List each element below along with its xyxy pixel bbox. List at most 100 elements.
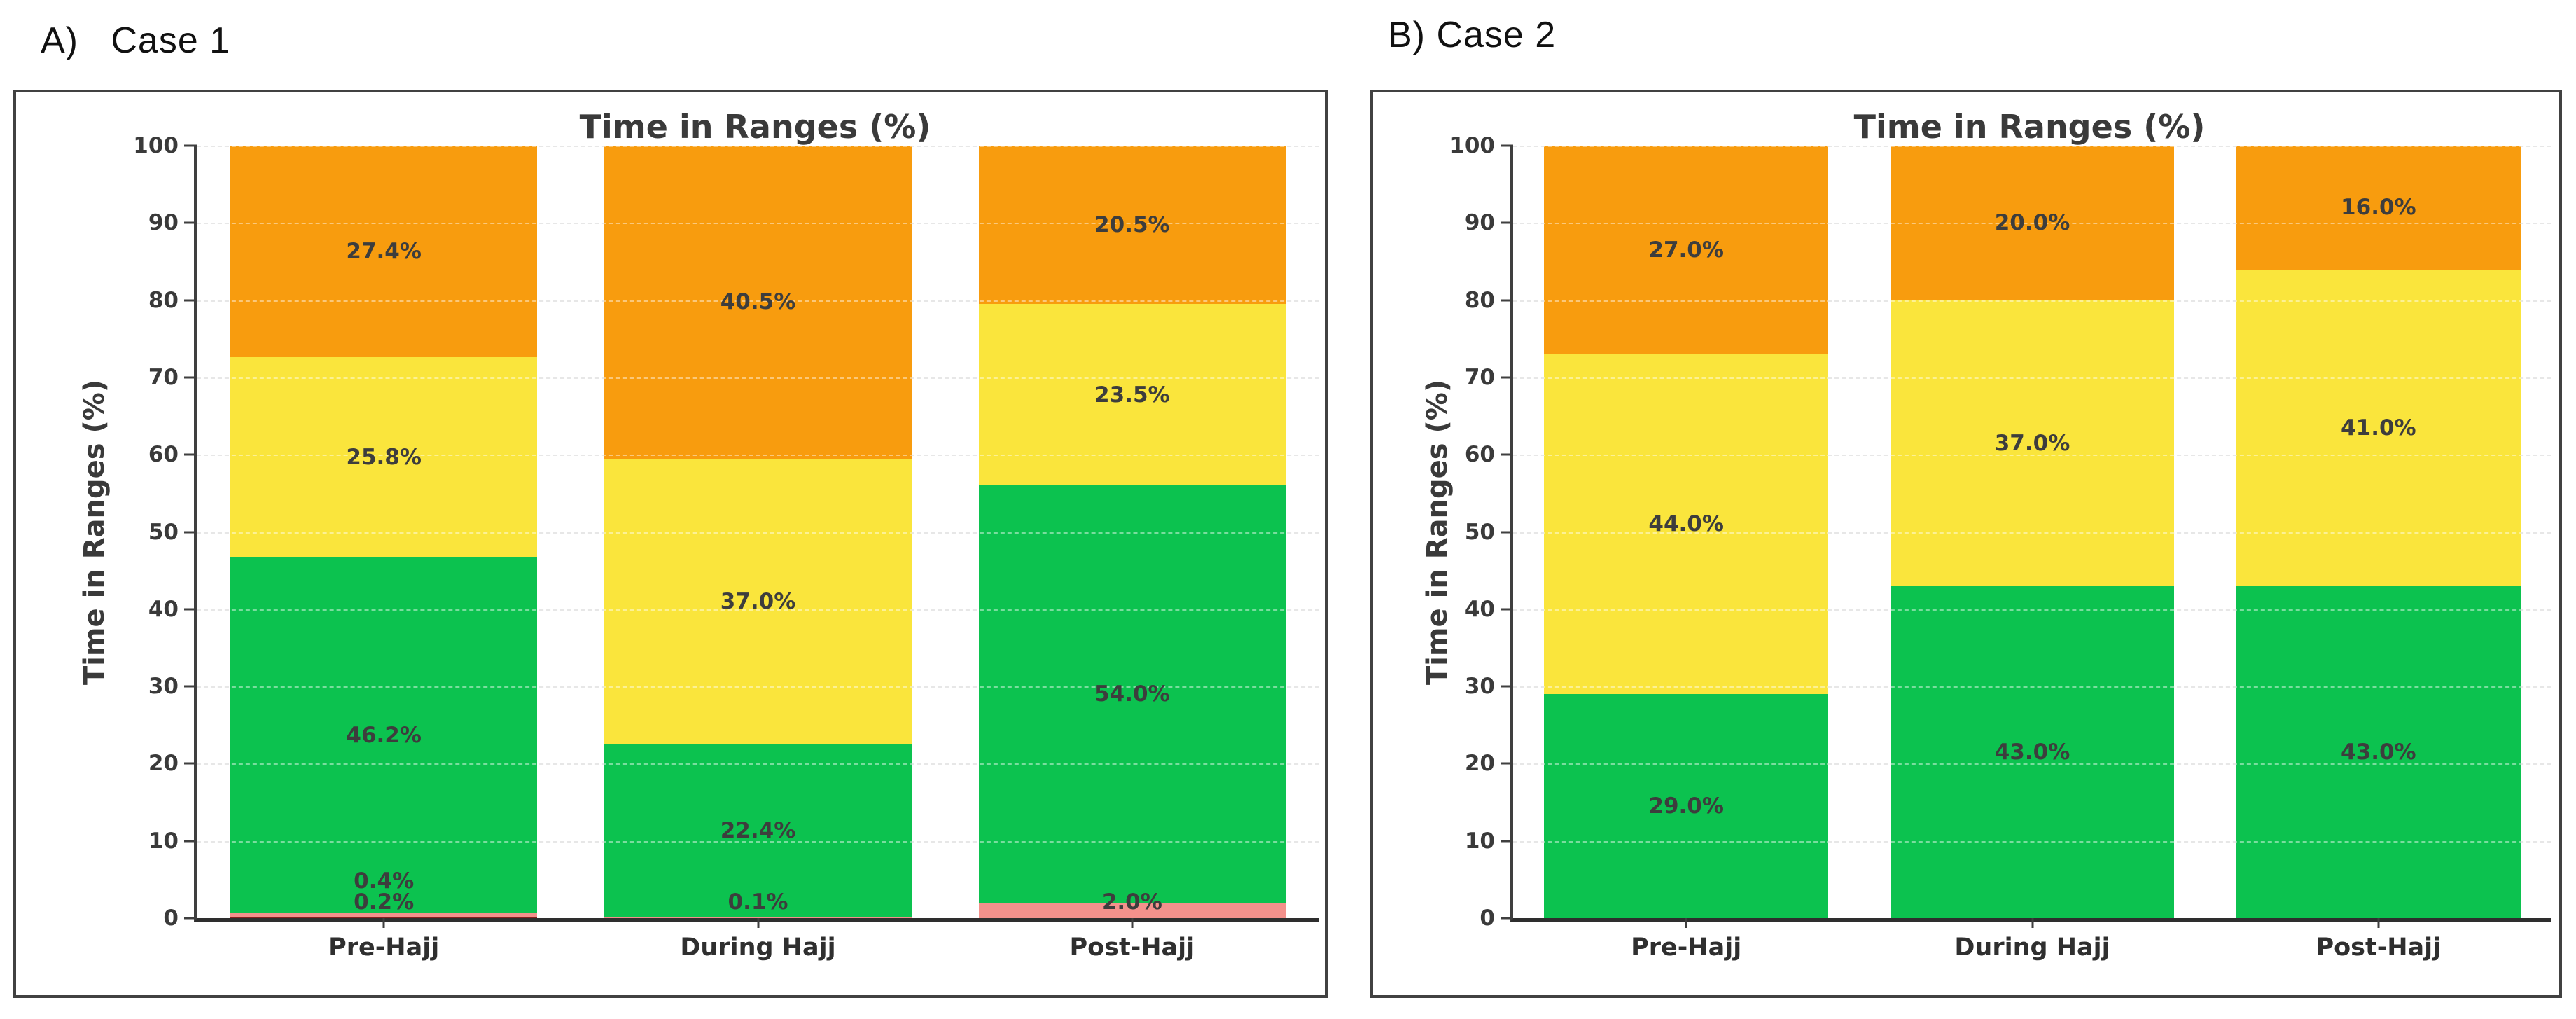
x-tick-label: During Hajj — [1954, 934, 2110, 962]
bar-value-label: 23.5% — [1094, 382, 1170, 408]
bar-value-label: 27.0% — [1648, 237, 1724, 263]
x-tick-label: Post-Hajj — [1069, 934, 1195, 962]
chart-title: Time in Ranges (%) — [579, 108, 931, 146]
bar-value-label: 25.8% — [346, 444, 422, 470]
bar-segment-salmon — [604, 917, 912, 918]
x-tick-mark — [2031, 918, 2033, 928]
y-tick-mark — [1501, 453, 1513, 456]
stacked-bar — [1890, 146, 2175, 918]
bar-value-label: 0.4% — [354, 868, 415, 894]
bar-segment-green — [1544, 694, 1828, 918]
gridline-overlay — [197, 609, 1319, 611]
bar-segment-orange — [230, 146, 538, 358]
bar-segment-orange — [1890, 146, 2175, 300]
y-tick-mark — [1501, 762, 1513, 765]
y-tick-mark — [184, 685, 197, 688]
y-tick-label: 0 — [1480, 906, 1495, 931]
y-tick-label: 0 — [163, 906, 179, 931]
y-tick-label: 100 — [133, 133, 179, 158]
y-tick-mark — [1501, 531, 1513, 533]
bar-value-label: 41.0% — [2341, 415, 2416, 441]
y-tick-label: 100 — [1449, 133, 1495, 158]
bar-value-label: 29.0% — [1648, 793, 1724, 819]
gridline-overlay — [1513, 763, 2551, 765]
y-tick-label: 20 — [148, 751, 179, 777]
gridline-overlay — [1513, 377, 2551, 379]
bar-value-label: 46.2% — [346, 722, 422, 748]
y-tick-label: 30 — [148, 674, 179, 700]
y-tick-mark — [184, 453, 197, 456]
gridline-overlay — [197, 686, 1319, 688]
bar-value-label: 22.4% — [720, 818, 796, 844]
gridline-overlay — [1513, 532, 2551, 534]
x-tick-label: Pre-Hajj — [1631, 934, 1742, 962]
y-tick-mark — [184, 917, 197, 920]
gridline-overlay — [197, 300, 1319, 302]
bar-value-label: 44.0% — [1648, 511, 1724, 537]
stacked-bar — [2236, 146, 2521, 918]
y-tick-label: 20 — [1464, 751, 1495, 777]
y-tick-label: 40 — [1464, 596, 1495, 622]
bar-segment-yellow — [1890, 300, 2175, 586]
bar-segment-orange — [978, 146, 1286, 305]
bar-segment-salmon — [978, 902, 1286, 918]
plot-area-case-2: 0 10 20 30 40 50 60 70 80 90 100 29.0% 44.0% 27.0% Pre… — [1449, 133, 2551, 962]
gridline-overlay — [197, 455, 1319, 457]
y-tick-label: 90 — [148, 210, 179, 236]
gridline-overlay — [197, 377, 1319, 379]
x-tick-label: Pre-Hajj — [328, 934, 440, 962]
stacked-bar — [604, 146, 912, 918]
y-tick-mark — [1501, 144, 1513, 147]
plot-area-case-1: 0 10 20 30 40 50 60 70 80 90 100 0.2% 0.4% 46.2% 25.8%… — [133, 133, 1319, 962]
y-tick-mark — [184, 840, 197, 843]
y-tick-label: 70 — [1464, 364, 1495, 390]
bar-segment-orange — [2236, 146, 2521, 270]
stacked-bar — [1544, 146, 1828, 918]
bar-value-label: 20.0% — [1994, 210, 2070, 236]
gridline-overlay — [197, 840, 1319, 843]
bar-value-label: 20.5% — [1094, 212, 1170, 238]
bar-segment-orange — [604, 146, 912, 459]
y-tick-mark — [1501, 299, 1513, 302]
y-tick-label: 10 — [148, 828, 179, 854]
bar-segment-dark-red — [230, 916, 538, 918]
y-tick-label: 80 — [148, 287, 179, 313]
bar-segment-orange — [1544, 146, 1828, 354]
bar-value-label: 54.0% — [1094, 681, 1170, 707]
bar-value-label: 0.2% — [354, 889, 415, 915]
stacked-bar — [978, 146, 1286, 918]
bar-segment-yellow — [2236, 269, 2521, 586]
y-tick-label: 50 — [1464, 519, 1495, 545]
bar-segment-salmon — [230, 913, 538, 917]
x-tick-label: Post-Hajj — [2316, 934, 2442, 962]
y-tick-label: 30 — [1464, 674, 1495, 700]
y-tick-mark — [1501, 917, 1513, 920]
bar-segment-green — [604, 744, 912, 917]
y-tick-label: 10 — [1464, 828, 1495, 854]
y-tick-label: 90 — [1464, 210, 1495, 236]
y-tick-mark — [1501, 608, 1513, 611]
y-tick-mark — [1501, 221, 1513, 224]
bar-value-label: 0.1% — [727, 889, 788, 915]
bar-segment-green — [2236, 585, 2521, 918]
gridline-overlay — [1513, 223, 2551, 225]
bar-segment-yellow — [604, 458, 912, 744]
bar-value-label: 16.0% — [2341, 195, 2416, 221]
stacked-bar — [230, 146, 538, 918]
y-tick-mark — [184, 299, 197, 302]
y-tick-label: 70 — [148, 364, 179, 390]
bar-value-label: 43.0% — [2341, 739, 2416, 765]
y-tick-mark — [184, 762, 197, 765]
gridline-overlay — [197, 532, 1319, 534]
x-tick-label: During Hajj — [680, 934, 836, 962]
panel-a-label: A) Case 1 — [41, 20, 231, 61]
bar-segment-yellow — [230, 357, 538, 557]
y-tick-label: 80 — [1464, 287, 1495, 313]
y-tick-mark — [1501, 376, 1513, 379]
y-tick-label: 50 — [148, 519, 179, 545]
y-tick-mark — [184, 608, 197, 611]
chart-title: Time in Ranges (%) — [1853, 108, 2206, 146]
bar-segment-yellow — [1544, 354, 1828, 695]
